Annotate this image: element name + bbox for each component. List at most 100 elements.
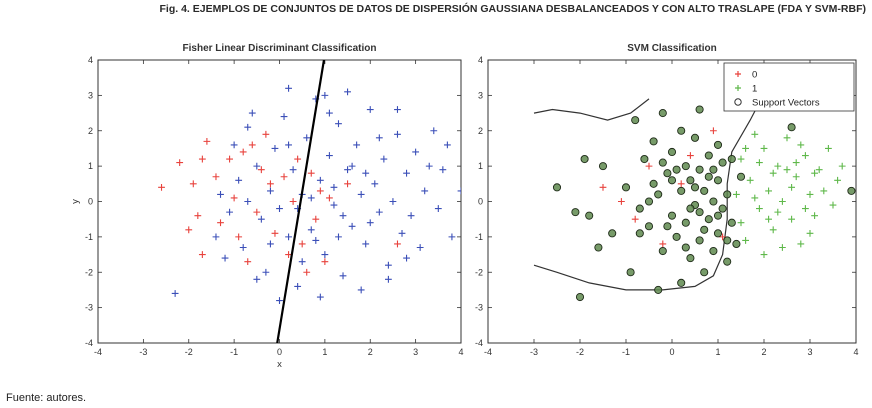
data-point-class-1	[756, 159, 763, 166]
data-point-class-1	[788, 215, 795, 223]
support-vector-point	[681, 243, 690, 252]
support-vector-point	[704, 151, 713, 160]
support-vector-point	[787, 123, 796, 132]
data-point-class-1	[344, 88, 351, 96]
data-point-class-1	[425, 162, 433, 170]
data-point-class-1	[792, 173, 800, 181]
x-tick-label: -4	[94, 347, 102, 357]
y-tick-label: 0	[88, 197, 93, 207]
support-vector-point	[695, 105, 704, 114]
data-point-class-1	[439, 166, 447, 174]
data-point-class-1	[326, 152, 333, 159]
data-point-class-0	[307, 169, 315, 177]
legend-marker-support-vectors	[734, 98, 742, 106]
legend: 0 1 Support Vectors	[723, 62, 855, 112]
data-point-class-0	[198, 251, 206, 258]
support-vector-point	[644, 197, 654, 206]
y-tick-label: 2	[88, 126, 93, 136]
data-point-class-1	[769, 169, 777, 177]
chart-panel-2: SVM Classification -4 -3 -2 -1 0 1 2 3 4 -4 -3 -2 -1 0…	[475, 43, 859, 357]
support-vector-point	[580, 154, 589, 164]
x-axis-label: x	[277, 359, 282, 370]
data-point-class-1	[339, 212, 347, 220]
data-point-class-1	[797, 141, 805, 149]
data-point-class-1	[765, 187, 772, 195]
data-point-class-0	[312, 215, 320, 223]
data-point-class-1	[298, 258, 306, 266]
y-tick-label: -3	[85, 303, 93, 313]
data-point-class-1	[335, 233, 342, 241]
data-point-class-1	[829, 201, 837, 209]
data-point-class-1	[834, 176, 841, 184]
data-point-class-1	[357, 286, 365, 294]
support-vector-point	[654, 285, 663, 294]
data-point-class-1	[802, 205, 809, 212]
data-point-class-1	[385, 275, 392, 283]
support-vector-point	[709, 165, 718, 174]
data-point-class-1	[244, 123, 252, 131]
support-vector-point	[681, 218, 690, 227]
support-vector-point	[677, 126, 686, 135]
support-vector-point	[723, 257, 732, 266]
data-point-class-0	[687, 152, 694, 159]
support-vector-point	[686, 254, 695, 263]
data-point-class-0	[239, 148, 247, 156]
x-tick-label: 3	[807, 347, 812, 357]
data-point-class-1	[312, 237, 320, 244]
data-point-class-1	[362, 169, 370, 177]
support-vector-point	[621, 183, 631, 192]
data-point-class-1	[276, 297, 283, 304]
data-point-class-1	[783, 134, 791, 142]
data-point-class-1	[783, 166, 791, 174]
data-point-class-1	[267, 240, 274, 248]
y-axis-label: y	[70, 199, 81, 204]
y-tick-label: -4	[85, 338, 93, 348]
data-point-class-1	[403, 254, 410, 262]
data-point-class-1	[217, 191, 224, 198]
data-point-class-1	[737, 219, 745, 227]
data-point-class-0	[189, 180, 197, 188]
x-tick-label: -2	[185, 347, 193, 357]
data-point-class-1	[407, 212, 415, 220]
data-point-class-1	[774, 208, 782, 216]
data-point-class-1	[366, 106, 374, 113]
data-point-class-1	[825, 145, 832, 152]
data-point-class-0	[217, 219, 224, 227]
data-point-class-0	[394, 240, 401, 248]
data-point-class-0	[618, 198, 625, 205]
data-point-class-1	[344, 166, 351, 174]
data-point-class-0	[185, 226, 193, 234]
data-point-class-0	[303, 268, 311, 276]
legend-label: Support Vectors	[752, 98, 820, 109]
decision-boundary	[533, 102, 760, 291]
data-point-class-1	[303, 134, 311, 142]
support-vector-point	[700, 225, 709, 234]
data-point-class-1	[285, 233, 292, 241]
support-vector-point	[654, 190, 663, 199]
data-point-class-1	[235, 176, 243, 184]
y-tick-label: 1	[478, 161, 483, 171]
data-point-class-0	[198, 155, 206, 163]
support-vector-point	[713, 176, 723, 185]
data-point-class-1	[811, 169, 818, 177]
data-point-class-1	[394, 130, 401, 138]
data-point-class-0	[248, 141, 256, 149]
data-point-class-1	[779, 198, 786, 205]
data-point-class-0	[212, 173, 220, 181]
chart-panel-1: Fisher Linear Discriminant Classificatio…	[70, 43, 464, 370]
data-point-class-0	[677, 180, 685, 188]
support-vector-point	[677, 186, 686, 195]
support-vector-point	[723, 236, 732, 245]
data-point-class-1	[430, 127, 438, 135]
support-vector-point	[686, 176, 695, 185]
support-vector-point	[598, 162, 608, 171]
x-tick-label: -4	[484, 347, 492, 357]
y-tick-label: 0	[478, 197, 483, 207]
data-point-class-1	[448, 233, 456, 241]
data-point-class-0	[158, 183, 165, 191]
data-point-class-1	[733, 191, 740, 198]
x-tick-label: -2	[576, 347, 584, 357]
y-tick-label: -3	[475, 303, 483, 313]
source-note: Fuente: autores.	[6, 392, 87, 404]
data-point-class-1	[412, 148, 420, 156]
